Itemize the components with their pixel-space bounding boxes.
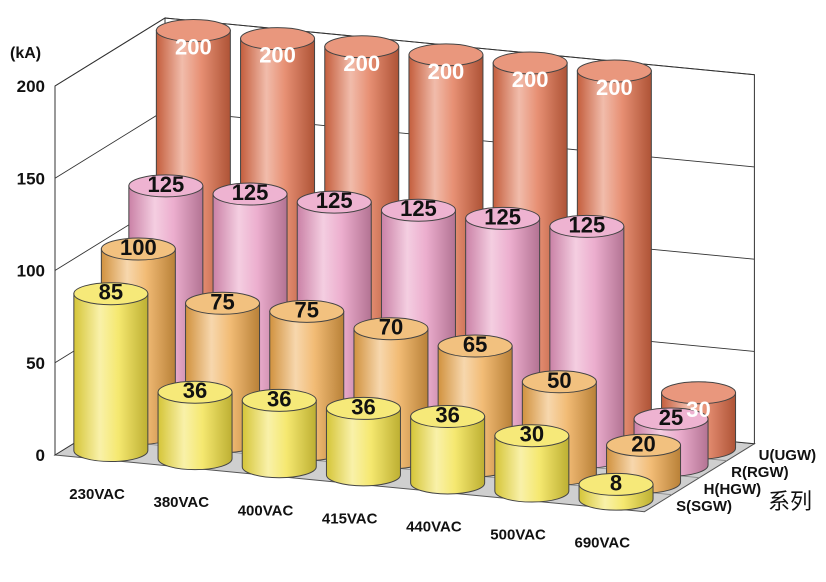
bar-value-label: 200	[596, 75, 633, 100]
bar-top	[437, 334, 513, 358]
series-label: H(HGW)	[704, 481, 761, 498]
bar-top	[578, 472, 654, 496]
labels: 0 50 100 150 200 (kA) 200 200 200 200 200 200 30 125 1…	[10, 35, 816, 552]
bar-cylinder	[73, 282, 149, 463]
bar-value-label: 30	[520, 422, 544, 447]
bar-cylinder	[157, 380, 233, 471]
bar-value-label: 200	[343, 51, 380, 76]
bar-value-label: 8	[610, 470, 622, 495]
y-tick-label: 50	[26, 354, 45, 373]
bar-value-label: 125	[484, 204, 521, 229]
x-category-label: 380VAC	[154, 494, 210, 511]
bar-body	[241, 399, 317, 479]
bar-top	[661, 381, 737, 405]
bar-cylinder	[578, 472, 654, 511]
series-label: U(UGW)	[759, 447, 816, 464]
x-category-label: 400VAC	[238, 502, 294, 519]
bar-top	[128, 174, 204, 198]
bar-top	[325, 396, 401, 420]
bar-value-label: 20	[631, 431, 655, 456]
bar-value-label: 200	[259, 43, 296, 68]
bar-value-label: 30	[686, 397, 710, 422]
bar-top	[633, 407, 709, 431]
bar-value-label: 125	[400, 196, 437, 221]
bar-top	[73, 282, 149, 306]
bar-top	[521, 370, 597, 394]
bar-top	[494, 424, 570, 448]
bar-value-label: 36	[267, 386, 291, 411]
bar-top	[155, 19, 231, 43]
bar-top	[576, 59, 652, 83]
bar-value-label: 36	[183, 378, 207, 403]
bar-top	[380, 198, 456, 222]
bar-value-label: 75	[210, 289, 234, 314]
bar-top	[353, 317, 429, 341]
bar-value-label: 125	[232, 180, 269, 205]
bar-value-label: 125	[316, 188, 353, 213]
bar-top	[465, 206, 541, 230]
bars	[73, 19, 737, 511]
y-axis-unit: (kA)	[10, 45, 41, 62]
bar-top	[100, 237, 176, 261]
y-tick-label: 150	[17, 169, 45, 188]
bar-top	[324, 35, 400, 59]
bar-value-label: 125	[568, 212, 605, 237]
bar-top	[241, 388, 317, 412]
bar-top	[492, 51, 568, 75]
y-tick-label: 200	[17, 77, 45, 96]
bar-top	[269, 299, 345, 323]
bar-value-label: 100	[120, 235, 157, 260]
series-axis-label: 系列	[768, 489, 812, 514]
y-tick-label: 0	[36, 446, 45, 465]
x-category-label: 230VAC	[69, 486, 125, 503]
bar-top	[408, 43, 484, 67]
series-label: R(RGW)	[731, 464, 788, 481]
x-category-label: 440VAC	[406, 518, 462, 535]
bar-body	[73, 293, 149, 463]
bar-value-label: 125	[147, 172, 184, 197]
bar-value-label: 36	[435, 403, 459, 428]
bar-value-label: 70	[379, 315, 403, 340]
bar-value-label: 36	[351, 394, 375, 419]
bar-value-label: 25	[659, 405, 683, 430]
bar-top	[549, 214, 625, 238]
bar-value-label: 85	[99, 280, 123, 305]
series-label: S(SGW)	[676, 498, 732, 515]
bar-cylinder	[325, 396, 401, 487]
bar-value-label: 200	[428, 59, 465, 84]
bar-body	[157, 391, 233, 471]
bar-top	[296, 190, 372, 214]
bar-value-label: 200	[512, 67, 549, 92]
bar-top	[410, 405, 486, 429]
bar-cylinder	[410, 405, 486, 495]
bar-top	[157, 380, 233, 404]
bar-cylinder	[494, 424, 570, 503]
bar-value-label: 65	[463, 332, 487, 357]
bar-value-label: 50	[547, 368, 571, 393]
x-category-label: 500VAC	[490, 527, 546, 544]
x-category-label: 690VAC	[575, 535, 631, 552]
bar-value-label: 75	[295, 297, 319, 322]
x-category-label: 415VAC	[322, 510, 378, 527]
bar-body	[410, 416, 486, 495]
bar-top	[606, 433, 682, 457]
bar-value-label: 200	[175, 35, 212, 60]
bar-top	[212, 182, 288, 206]
bar-top	[185, 291, 261, 315]
bar-cylinder	[241, 388, 317, 479]
bar-body	[494, 435, 570, 503]
y-tick-label: 100	[17, 262, 45, 281]
bar-body	[325, 407, 401, 487]
bar-top	[240, 27, 316, 51]
